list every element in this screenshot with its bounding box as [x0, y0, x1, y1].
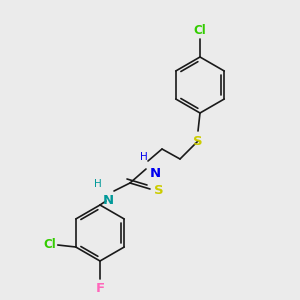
Text: H: H	[94, 179, 102, 189]
Text: S: S	[193, 135, 203, 148]
Text: N: N	[102, 194, 114, 207]
Text: H: H	[140, 152, 148, 162]
Text: Cl: Cl	[194, 24, 206, 37]
Text: S: S	[154, 184, 164, 197]
Text: Cl: Cl	[43, 238, 56, 251]
Text: N: N	[150, 167, 161, 180]
Text: F: F	[95, 282, 105, 295]
